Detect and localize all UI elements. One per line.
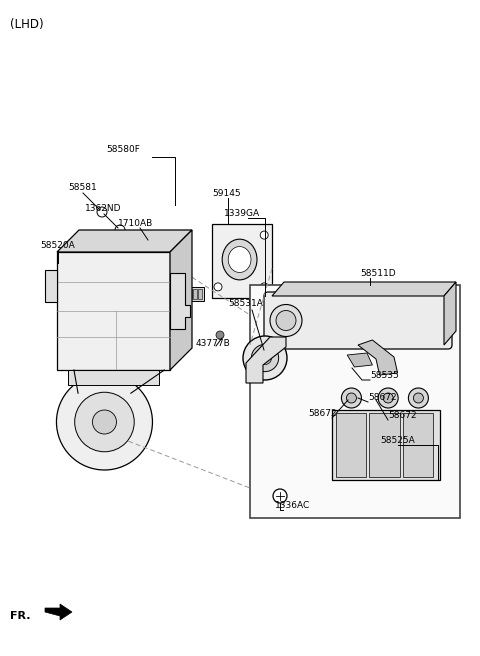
Text: 58535: 58535 [370,371,399,380]
Circle shape [276,310,296,331]
Circle shape [413,393,423,403]
Bar [332,410,440,480]
Text: 58672: 58672 [368,393,396,402]
Polygon shape [45,270,57,302]
Polygon shape [57,230,192,252]
Text: 58581: 58581 [68,183,97,192]
Ellipse shape [228,247,251,272]
Text: FR.: FR. [10,611,31,621]
Circle shape [75,392,134,452]
Polygon shape [272,282,456,296]
Circle shape [145,237,155,247]
Text: 58531A: 58531A [228,299,263,308]
Polygon shape [246,337,286,383]
Text: 59145: 59145 [212,189,240,198]
Text: (LHD): (LHD) [10,18,44,31]
Bar [193,289,197,299]
Text: 58520A: 58520A [40,241,75,250]
Polygon shape [57,252,170,370]
Bar [403,413,433,477]
Bar [369,413,400,477]
Circle shape [260,231,268,239]
Bar [250,285,460,518]
Polygon shape [170,274,190,329]
Text: 58511D: 58511D [360,269,396,278]
Text: 58672: 58672 [388,411,417,420]
Polygon shape [358,340,397,375]
Circle shape [383,393,393,403]
Circle shape [115,225,125,235]
Text: 58672: 58672 [308,409,336,418]
Polygon shape [347,353,372,367]
Circle shape [57,374,153,470]
Polygon shape [68,370,159,385]
Text: 43777B: 43777B [196,339,231,348]
Text: 58525A: 58525A [380,436,415,445]
Circle shape [408,388,428,408]
Circle shape [270,304,302,337]
Circle shape [252,344,278,372]
Circle shape [243,336,287,380]
Polygon shape [170,230,192,370]
Circle shape [260,283,268,291]
Bar [188,289,192,299]
Polygon shape [444,282,456,345]
Bar [186,287,204,301]
Text: 1336AC: 1336AC [275,501,310,510]
FancyBboxPatch shape [264,292,452,349]
Bar [212,224,272,298]
Circle shape [273,489,287,503]
Bar [336,413,366,477]
Circle shape [341,388,361,408]
Circle shape [378,388,398,408]
Circle shape [347,393,357,403]
Polygon shape [45,604,72,620]
Circle shape [93,410,117,434]
Circle shape [97,207,107,217]
Text: 58580F: 58580F [106,145,140,154]
Circle shape [216,331,224,339]
Bar [198,289,202,299]
Text: 1710AB: 1710AB [118,219,153,228]
Text: 1339GA: 1339GA [224,209,260,218]
Circle shape [214,283,222,291]
Ellipse shape [222,239,257,280]
Circle shape [258,352,272,365]
Text: 1362ND: 1362ND [85,204,121,213]
